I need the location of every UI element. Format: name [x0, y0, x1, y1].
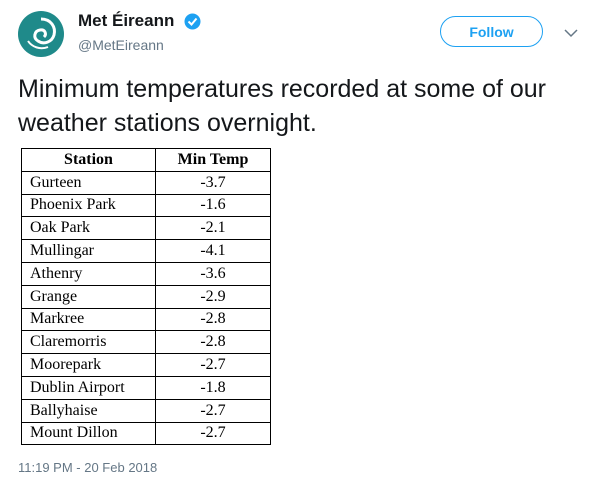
station-cell: Oak Park	[21, 216, 156, 241]
station-cell: Mount Dillon	[21, 421, 156, 446]
display-name[interactable]: Met Éireann	[78, 11, 175, 30]
table-row: Dublin Airport -1.8	[21, 375, 271, 400]
table-row: Athenry -3.6	[21, 261, 271, 286]
station-cell: Mullingar	[21, 239, 156, 263]
station-cell: Ballyhaise	[21, 398, 156, 423]
verified-badge	[184, 13, 201, 30]
avatar[interactable]	[18, 11, 64, 57]
table-row: Moorepark -2.7	[21, 353, 271, 377]
timestamp[interactable]: 11:19 PM - 20 Feb 2018	[18, 460, 158, 475]
table-row: Gurteen -3.7	[21, 170, 271, 195]
temp-cell: -2.7	[155, 398, 271, 423]
temp-cell: -1.8	[155, 375, 271, 400]
station-cell: Phoenix Park	[21, 193, 156, 218]
menu-chevron[interactable]	[563, 27, 579, 39]
table-row: Claremorris -2.8	[21, 330, 271, 355]
temp-cell: -2.9	[155, 284, 271, 309]
table-row: Grange -2.9	[21, 284, 271, 309]
temp-cell: -4.1	[155, 239, 271, 263]
station-cell: Claremorris	[21, 330, 156, 355]
temp-cell: -2.8	[155, 307, 271, 332]
station-cell: Moorepark	[21, 353, 156, 377]
temp-cell: -2.7	[155, 421, 271, 446]
station-cell: Markree	[21, 307, 156, 332]
table-row: Oak Park -2.1	[21, 216, 271, 241]
station-cell: Dublin Airport	[21, 375, 156, 400]
column-header: Min Temp	[155, 148, 271, 172]
table-row: Ballyhaise -2.7	[21, 398, 271, 423]
table-row: Mullingar -4.1	[21, 239, 271, 263]
table-row: Mount Dillon -2.7	[21, 421, 271, 446]
tweet-text: Minimum temperatures recorded at some of…	[18, 75, 546, 137]
station-cell: Athenry	[21, 261, 156, 286]
follow-button[interactable]: Follow	[440, 16, 543, 47]
handle[interactable]: @MetEireann	[78, 37, 164, 53]
temp-cell: -2.7	[155, 353, 271, 377]
temp-cell: -3.6	[155, 261, 271, 286]
temp-cell: -2.1	[155, 216, 271, 241]
temperature-table: Station Min Temp Gurteen -3.7 Phoenix Park -…	[21, 148, 271, 446]
temp-cell: -1.6	[155, 193, 271, 218]
station-cell: Gurteen	[21, 170, 156, 195]
station-cell: Grange	[21, 284, 156, 309]
temp-cell: -2.8	[155, 330, 271, 355]
table-row: Markree -2.8	[21, 307, 271, 332]
temp-cell: -3.7	[155, 170, 271, 195]
table-row: Phoenix Park -1.6	[21, 193, 271, 218]
column-header: Station	[21, 148, 156, 172]
